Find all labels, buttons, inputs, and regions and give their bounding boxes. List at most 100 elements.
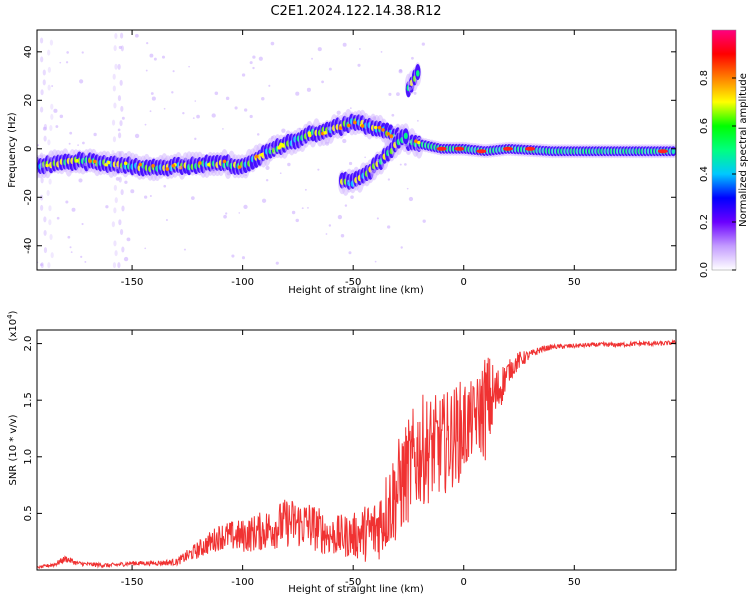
noise-streak [47, 66, 51, 73]
noise-speckle [149, 110, 152, 113]
noise-speckle [349, 107, 352, 110]
noise-streak [117, 95, 122, 102]
noise-speckle [161, 55, 166, 59]
noise-streak [40, 262, 44, 269]
noise-speckle [307, 207, 309, 209]
noise-speckle [301, 207, 304, 210]
x-tick-label: -50 [345, 277, 361, 288]
noise-speckle [342, 42, 347, 47]
noise-speckle [317, 168, 320, 171]
noise-speckle [413, 91, 417, 95]
noise-speckle [118, 45, 122, 50]
noise-speckle [37, 144, 40, 147]
spectral-spot [281, 144, 285, 148]
noise-speckle [183, 157, 187, 161]
noise-speckle [387, 225, 391, 229]
x-tick-label: -100 [231, 277, 254, 288]
noise-streak [118, 132, 122, 139]
noise-streak [43, 216, 47, 223]
noise-speckle [372, 116, 377, 121]
noise-speckle [67, 235, 71, 239]
noise-speckle [399, 163, 402, 166]
noise-speckle [325, 233, 328, 235]
noise-streak [119, 32, 124, 39]
noise-streak [111, 119, 116, 126]
noise-streak [114, 63, 118, 70]
noise-speckle [364, 156, 366, 159]
noise-streak [43, 229, 47, 236]
noise-speckle [238, 212, 241, 214]
noise-speckle [71, 207, 76, 212]
noise-speckle [268, 84, 271, 87]
noise-speckle [374, 260, 377, 263]
y-tick-label: -20 [23, 189, 34, 205]
noise-speckle [226, 171, 231, 176]
noise-streak [43, 247, 48, 254]
spectral-spot [45, 163, 49, 168]
noise-streak [46, 190, 50, 197]
noise-speckle [347, 179, 350, 182]
noise-speckle [408, 196, 414, 202]
noise-streak [47, 84, 51, 91]
noise-streak [40, 106, 44, 113]
spectral-spot [75, 159, 79, 163]
spectral-spot [323, 130, 328, 135]
noise-streak [49, 39, 54, 46]
noise-streak [43, 135, 47, 142]
noise-speckle [225, 212, 228, 215]
colorbar-tick-label: 0.0 [699, 262, 710, 278]
spectral-spot [277, 146, 281, 150]
colorbar-tick-label: 0.8 [699, 70, 710, 86]
noise-streak [112, 136, 117, 143]
noise-streak [119, 229, 124, 236]
spectral-hotspot [502, 146, 513, 151]
noise-speckle [337, 214, 343, 220]
y-tick-label: 40 [23, 45, 34, 58]
spectrogram-y-axis: -40 -20 0 20 40 [23, 45, 676, 254]
noise-speckle [344, 204, 348, 207]
noise-speckle [81, 223, 84, 226]
noise-streak [39, 37, 44, 44]
noise-streak [120, 45, 124, 52]
spectral-spot [92, 159, 97, 164]
noise-speckle [350, 195, 354, 199]
noise-speckle [272, 151, 276, 155]
noise-streak [117, 262, 121, 269]
noise-speckle [298, 127, 302, 130]
noise-speckle [376, 158, 380, 163]
noise-streak [49, 124, 53, 131]
noise-speckle [328, 224, 332, 227]
noise-speckle [387, 178, 391, 181]
snr-x-label: Height of straight line (km) [288, 584, 424, 595]
noise-speckle [295, 91, 300, 96]
noise-speckle [80, 255, 83, 258]
noise-speckle [105, 205, 109, 209]
noise-speckle [151, 96, 156, 101]
noise-speckle [65, 61, 69, 64]
noise-speckle [53, 108, 58, 113]
noise-speckle [69, 131, 73, 135]
noise-speckle [222, 128, 224, 130]
noise-speckle [407, 81, 412, 86]
spectral-spot [254, 154, 259, 159]
noise-speckle [422, 219, 426, 223]
noise-speckle [124, 152, 128, 156]
noise-speckle [362, 182, 365, 185]
noise-speckle [194, 137, 197, 141]
noise-speckle [69, 170, 72, 173]
noise-speckle [130, 189, 135, 194]
spectral-peak [403, 132, 408, 140]
noise-streak [48, 153, 52, 160]
spectral-spot [237, 165, 242, 169]
spectral-peak [671, 148, 676, 155]
noise-speckle [281, 128, 286, 133]
noise-speckle [56, 216, 60, 220]
spectral-hotspot [525, 146, 536, 151]
spectral-spot [88, 159, 92, 163]
noise-speckle [134, 133, 140, 139]
noise-speckle [171, 91, 174, 94]
noise-streak [111, 221, 115, 228]
noise-speckle [406, 187, 409, 190]
spectral-spot [165, 167, 170, 171]
